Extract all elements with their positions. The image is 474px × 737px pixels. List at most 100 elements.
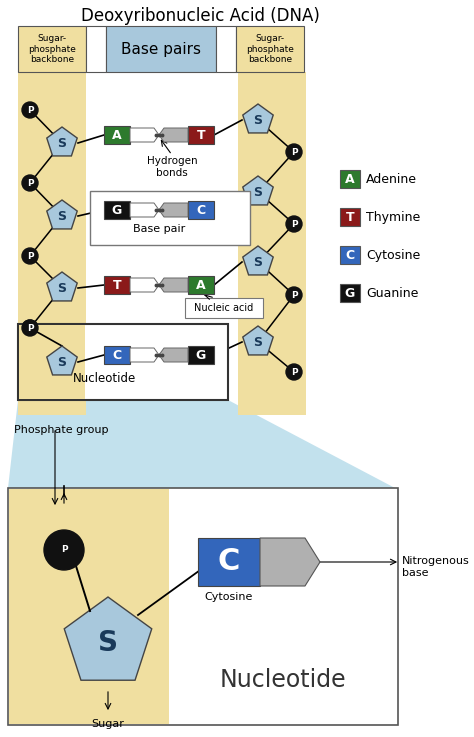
Text: P: P	[27, 251, 33, 260]
Circle shape	[22, 102, 38, 118]
Text: Phosphate group: Phosphate group	[14, 425, 109, 435]
Bar	[104, 346, 130, 364]
Bar	[340, 208, 360, 226]
Text: Cytosine: Cytosine	[366, 248, 420, 262]
Bar	[104, 276, 130, 294]
Text: Base pairs: Base pairs	[121, 41, 201, 57]
Text: G: G	[345, 287, 355, 299]
Text: P: P	[27, 324, 33, 332]
Polygon shape	[159, 348, 188, 362]
Bar	[188, 201, 214, 219]
Circle shape	[286, 364, 302, 380]
Polygon shape	[47, 272, 77, 301]
Bar	[188, 126, 214, 144]
Bar	[185, 298, 263, 318]
Text: T: T	[346, 211, 354, 223]
Bar	[104, 126, 130, 144]
Text: S: S	[57, 209, 66, 223]
Text: Sugar-
phosphate
backbone: Sugar- phosphate backbone	[246, 34, 294, 64]
Text: Adenine: Adenine	[366, 172, 417, 186]
Text: Base pair: Base pair	[133, 224, 185, 234]
Text: S: S	[57, 355, 66, 368]
Text: S: S	[254, 113, 263, 127]
Circle shape	[22, 175, 38, 191]
Text: G: G	[196, 349, 206, 362]
Bar	[104, 201, 130, 219]
Text: Thymine: Thymine	[366, 211, 420, 223]
Circle shape	[286, 216, 302, 232]
Circle shape	[286, 144, 302, 160]
Text: G: G	[112, 203, 122, 217]
Polygon shape	[64, 597, 152, 680]
Bar	[18, 72, 86, 415]
Polygon shape	[8, 400, 395, 488]
Text: P: P	[27, 105, 33, 114]
Circle shape	[44, 530, 84, 570]
Text: S: S	[98, 629, 118, 657]
Text: S: S	[57, 136, 66, 150]
Bar	[340, 170, 360, 188]
Text: Nucleic acid: Nucleic acid	[194, 303, 254, 313]
Polygon shape	[47, 346, 77, 375]
Polygon shape	[159, 203, 188, 217]
Text: Sugar-
phosphate
backbone: Sugar- phosphate backbone	[28, 34, 76, 64]
Text: P: P	[291, 147, 297, 156]
Bar	[18, 324, 228, 400]
Circle shape	[22, 320, 38, 336]
Polygon shape	[47, 127, 77, 156]
Text: T: T	[113, 279, 121, 292]
Bar	[90, 191, 250, 245]
Text: Hydrogen
bonds: Hydrogen bonds	[146, 156, 197, 178]
Text: S: S	[57, 355, 66, 368]
Polygon shape	[159, 278, 188, 292]
Text: A: A	[196, 279, 206, 292]
Polygon shape	[243, 326, 273, 355]
Text: Cytosine: Cytosine	[205, 592, 253, 602]
Text: A: A	[345, 172, 355, 186]
Polygon shape	[260, 538, 320, 586]
Text: S: S	[254, 186, 263, 198]
Text: T: T	[197, 128, 205, 142]
Text: P: P	[291, 368, 297, 377]
Bar	[8, 488, 398, 725]
Polygon shape	[130, 278, 159, 292]
Bar	[236, 26, 304, 72]
Polygon shape	[243, 104, 273, 133]
Polygon shape	[47, 200, 77, 229]
Bar	[238, 72, 306, 415]
Text: Nucleotide: Nucleotide	[73, 371, 137, 385]
Text: S: S	[254, 256, 263, 268]
Text: S: S	[57, 282, 66, 295]
Bar	[19, 325, 85, 399]
Text: S: S	[254, 335, 263, 349]
Text: P: P	[291, 220, 297, 228]
Polygon shape	[130, 203, 159, 217]
Text: Nitrogenous
base: Nitrogenous base	[402, 556, 470, 578]
Text: P: P	[27, 178, 33, 187]
Polygon shape	[243, 246, 273, 275]
Polygon shape	[130, 348, 159, 362]
Text: P: P	[27, 324, 33, 332]
Text: Deoxyribonucleic Acid (DNA): Deoxyribonucleic Acid (DNA)	[81, 7, 319, 25]
Bar	[216, 26, 236, 72]
Bar	[188, 346, 214, 364]
Polygon shape	[243, 176, 273, 205]
Text: Nucleotide: Nucleotide	[219, 668, 346, 692]
Bar	[106, 26, 216, 72]
Polygon shape	[130, 128, 159, 142]
Text: P: P	[291, 290, 297, 299]
Bar	[9, 489, 169, 724]
Text: P: P	[61, 545, 67, 554]
Circle shape	[22, 248, 38, 264]
Bar	[340, 284, 360, 302]
Bar	[340, 246, 360, 264]
Text: A: A	[112, 128, 122, 142]
Bar	[188, 276, 214, 294]
Bar	[86, 26, 106, 72]
Text: C: C	[112, 349, 121, 362]
Polygon shape	[159, 128, 188, 142]
Bar	[18, 26, 86, 72]
Text: Sugar: Sugar	[91, 719, 125, 729]
Bar	[198, 538, 260, 586]
Text: C: C	[346, 248, 355, 262]
